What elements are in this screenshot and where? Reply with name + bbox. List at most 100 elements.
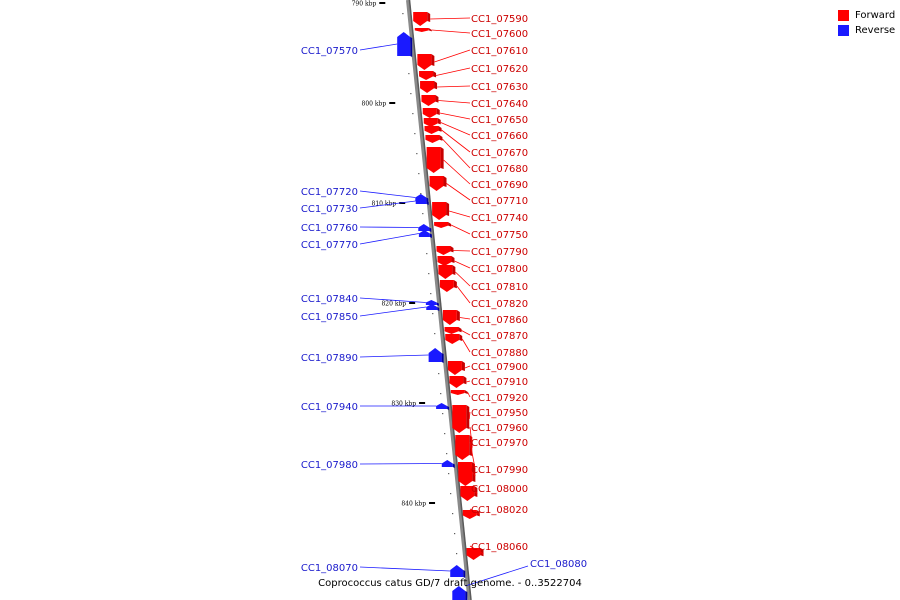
gene-label-forward[interactable]: CC1_07660 [471,131,528,142]
gene-label-forward[interactable]: CC1_08000 [471,484,528,495]
gene-forward[interactable] [429,176,447,191]
gene-label-forward[interactable]: CC1_07650 [471,115,528,126]
gene-reverse[interactable] [428,348,444,363]
gene-forward[interactable] [455,435,473,460]
gene-label-reverse[interactable]: CC1_07980 [301,460,358,471]
gene-label-forward[interactable]: CC1_07790 [471,247,528,258]
gene-forward[interactable] [434,222,452,228]
gene-label-forward[interactable]: CC1_07680 [471,164,528,175]
gene-label-reverse[interactable]: CC1_07850 [301,312,358,323]
gene-label-forward[interactable]: CC1_07670 [471,148,528,159]
gene-label-forward[interactable]: CC1_07910 [471,377,528,388]
gene-label-reverse[interactable]: CC1_07890 [301,353,358,364]
gene-forward[interactable] [460,486,478,501]
gene-reverse[interactable] [418,224,432,232]
gene-label-forward[interactable]: CC1_07640 [471,99,528,110]
gene-reverse[interactable] [397,32,413,57]
gene-forward[interactable] [417,54,435,70]
gene-label-reverse[interactable]: CC1_07570 [301,46,358,57]
gene-label-forward[interactable]: CC1_07710 [471,196,528,207]
gene-label-forward[interactable]: CC1_07860 [471,315,528,326]
gene-forward[interactable] [450,390,468,395]
gene-reverse[interactable] [415,194,429,202]
gene-label-leader [455,271,471,287]
gene-label-leader [450,224,471,235]
gene-label-forward[interactable]: CC1_07960 [471,423,528,434]
gene-label-forward[interactable]: CC1_07970 [471,438,528,449]
gene-label-reverse[interactable]: CC1_07720 [301,187,358,198]
gene-label-reverse[interactable]: CC1_07770 [301,240,358,251]
gene-label-reverse[interactable]: CC1_07730 [301,204,358,215]
gene-reverse[interactable] [441,460,455,468]
gene-reverse[interactable] [418,230,432,238]
gene-label-leader [359,306,427,317]
gene-label-forward[interactable]: CC1_07610 [471,46,528,57]
gene-label-forward[interactable]: CC1_07750 [471,230,528,241]
gene-label-forward[interactable]: CC1_07590 [471,14,528,25]
gene-label-forward[interactable]: CC1_07620 [471,64,528,75]
gene-label-forward[interactable]: CC1_07740 [471,213,528,224]
gene-label-forward[interactable]: CC1_07880 [471,348,528,359]
gene-reverse[interactable] [426,304,440,311]
gene-label-leader [430,17,471,20]
gene-label-leader [461,338,471,353]
gene-forward[interactable] [444,327,462,334]
gene-label-reverse[interactable]: CC1_08080 [530,559,587,570]
gene-forward[interactable] [445,334,463,344]
gene-label-leader [468,411,471,420]
gene-forward[interactable] [447,361,465,375]
gene-forward[interactable] [439,280,457,292]
gene-forward[interactable] [422,108,440,118]
gene-label-forward[interactable]: CC1_08020 [471,505,528,516]
gene-forward[interactable] [413,12,431,26]
minor-tick [432,313,434,315]
gene-forward[interactable] [437,256,455,266]
gene-forward[interactable] [420,81,438,93]
gene-reverse[interactable] [450,565,466,578]
gene-label-forward[interactable]: CC1_07950 [471,408,528,419]
gene-forward[interactable] [425,135,443,143]
gene-forward[interactable] [442,310,460,325]
gene-label-forward[interactable]: CC1_07810 [471,282,528,293]
gene-label-leader [453,250,471,252]
gene-label-reverse[interactable]: CC1_08070 [301,563,358,574]
gene-label-forward[interactable]: CC1_07600 [471,29,528,40]
gene-forward[interactable] [421,95,439,106]
gene-forward[interactable] [432,202,450,220]
gene-reverse[interactable] [415,198,429,205]
gene-forward[interactable] [452,405,470,433]
gene-label-leader [469,426,473,448]
gene-reverse[interactable] [452,586,468,600]
gene-reverse[interactable] [436,403,450,410]
gene-label-reverse[interactable]: CC1_07940 [301,402,358,413]
gene-label-forward[interactable]: CC1_08060 [471,542,528,553]
gene-label-forward[interactable]: CC1_07990 [471,465,528,476]
kbp-label: 840 kbp [401,501,426,508]
gene-forward[interactable] [458,466,476,486]
legend-reverse[interactable]: Reverse [838,23,895,38]
gene-label-forward[interactable]: CC1_07870 [471,331,528,342]
gene-forward[interactable] [436,246,454,255]
gene-label-forward[interactable]: CC1_07690 [471,180,528,191]
gene-forward[interactable] [426,147,444,173]
gene-forward[interactable] [414,28,432,32]
gene-label-reverse[interactable]: CC1_07840 [301,294,358,305]
gene-forward[interactable] [423,118,441,127]
gene-label-forward[interactable]: CC1_07800 [471,264,528,275]
minor-tick [440,393,442,395]
gene-forward[interactable] [438,265,456,279]
gene-label-forward[interactable]: CC1_07920 [471,393,528,404]
gene-label-forward[interactable]: CC1_07630 [471,82,528,93]
gene-forward[interactable] [466,548,484,560]
gene-forward[interactable] [424,126,442,134]
gene-label-reverse[interactable]: CC1_07760 [301,223,358,234]
legend-forward[interactable]: Forward [838,8,895,23]
gene-forward[interactable] [449,376,467,388]
gene-reverse[interactable] [425,300,439,306]
gene-label-forward[interactable]: CC1_07900 [471,362,528,373]
minor-tick [452,513,454,515]
gene-label-forward[interactable]: CC1_07820 [471,299,528,310]
gene-forward[interactable] [419,71,437,80]
gene-label-leader [454,260,471,269]
gene-label-leader [464,365,471,369]
